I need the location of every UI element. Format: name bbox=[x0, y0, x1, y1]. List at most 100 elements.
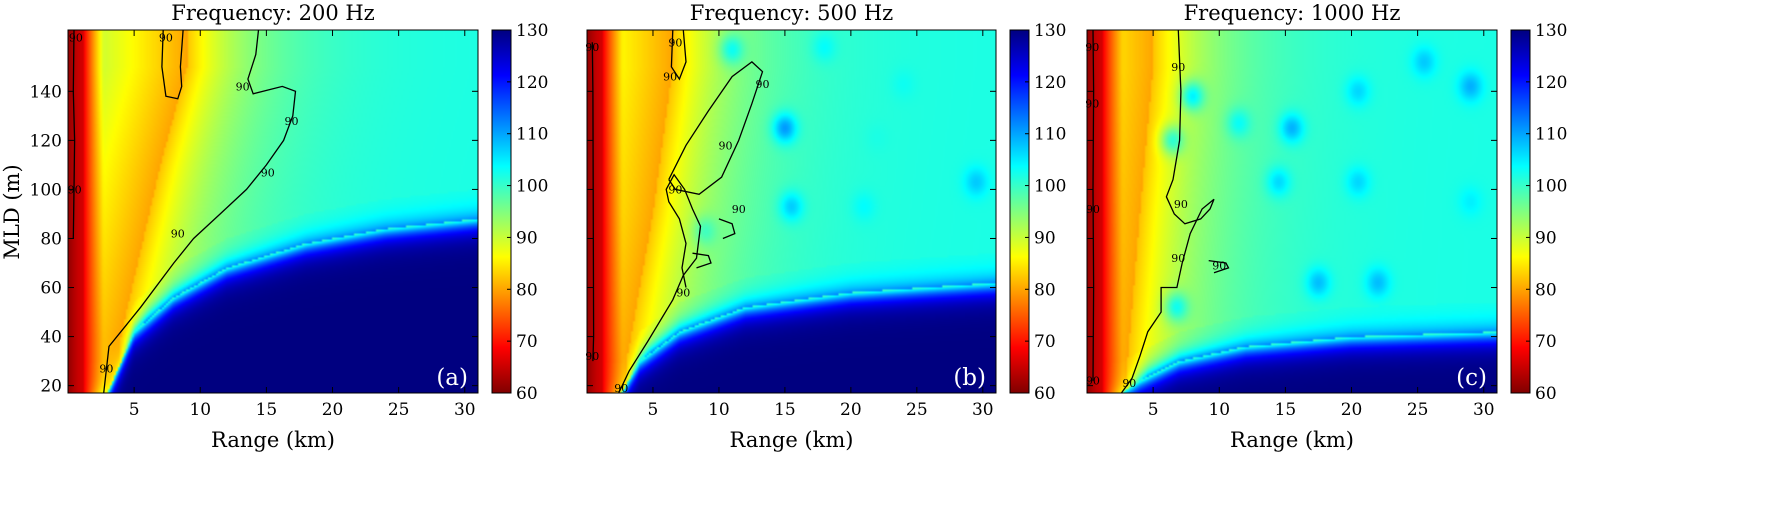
x-tick-label: 10 bbox=[1208, 400, 1230, 420]
x-tick-label: 10 bbox=[189, 400, 211, 420]
contour-label: 90 bbox=[285, 115, 299, 128]
x-tick-label: 15 bbox=[256, 400, 278, 420]
x-tick-label: 5 bbox=[1148, 400, 1159, 420]
x-tick-label: 15 bbox=[1275, 400, 1297, 420]
x-tick-label: 25 bbox=[906, 400, 928, 420]
contour-line-90 bbox=[161, 29, 184, 100]
colorbar-tick-label: 120 bbox=[1535, 73, 1567, 93]
contour-label: 90 bbox=[585, 41, 599, 54]
contour-line-90 bbox=[1208, 259, 1230, 274]
colorbar-tick-label: 100 bbox=[516, 177, 548, 197]
x-tick-label: 30 bbox=[972, 400, 994, 420]
panel-letter: (b) bbox=[953, 365, 986, 391]
contour-label: 90 bbox=[732, 203, 746, 216]
x-tick-label: 5 bbox=[648, 400, 659, 420]
y-tick-label: 40 bbox=[40, 328, 62, 348]
colorbar-tick-label: 110 bbox=[1535, 125, 1567, 145]
heatmap-image bbox=[1087, 30, 1497, 393]
heatmap-panel-1: 90 90 90 90 90 90 90 90 5 10 15 20 25 30 20 40 60 80 100 12… bbox=[30, 1, 549, 452]
contour-label: 90 bbox=[99, 362, 113, 375]
colorbar-tick-label: 130 bbox=[1535, 21, 1567, 41]
colorbar: 60 70 80 90 100 110 120 130 bbox=[1510, 21, 1567, 404]
plot-frame bbox=[586, 29, 997, 394]
colorbar-tick-label: 80 bbox=[516, 280, 538, 300]
contour-label: 90 bbox=[719, 139, 733, 152]
heatmap-image bbox=[587, 30, 996, 393]
contour-label: 90 bbox=[1122, 377, 1136, 390]
colorbar-tick-label: 120 bbox=[1034, 73, 1066, 93]
y-tick-label: 20 bbox=[40, 377, 62, 397]
colorbar-tick-label: 70 bbox=[1034, 332, 1056, 352]
panel-letter: (c) bbox=[1456, 365, 1487, 391]
x-tick-label: 25 bbox=[388, 400, 410, 420]
contour-label: 90 bbox=[1086, 203, 1100, 216]
contour-label: 90 bbox=[1174, 198, 1188, 211]
heatmap-panel-2: 90 90 90 90 90 90 90 90 90 90 5 10 15 20 25 30 Frequency… bbox=[585, 1, 1066, 452]
x-tick-label: 20 bbox=[840, 400, 862, 420]
y-tick-label: 100 bbox=[30, 180, 62, 200]
y-tick-label: 60 bbox=[40, 279, 62, 299]
contour-line-90 bbox=[591, 42, 595, 362]
y-tick-label: 120 bbox=[30, 131, 62, 151]
contour-label: 90 bbox=[171, 228, 185, 241]
contour-line-90 bbox=[618, 173, 702, 394]
contour-label: 90 bbox=[585, 350, 599, 363]
contour-label: 90 bbox=[1085, 98, 1099, 111]
colorbar-tick-label: 90 bbox=[516, 228, 538, 248]
contour-label: 90 bbox=[1212, 259, 1226, 272]
x-tick-label: 25 bbox=[1407, 400, 1429, 420]
x-tick-label: 30 bbox=[454, 400, 476, 420]
contour-label: 90 bbox=[69, 31, 83, 44]
colorbar-tick-label: 60 bbox=[1034, 384, 1056, 404]
colorbar-tick-label: 80 bbox=[1034, 280, 1056, 300]
x-axis-label: Range (km) bbox=[730, 428, 854, 452]
panel-title: Frequency: 1000 Hz bbox=[1184, 1, 1401, 25]
contour-label: 90 bbox=[236, 80, 250, 93]
colorbar-gradient bbox=[1009, 29, 1030, 394]
colorbar-tick-label: 60 bbox=[516, 384, 538, 404]
colorbar-gradient bbox=[1510, 29, 1531, 394]
contour-line-90 bbox=[72, 29, 76, 239]
plot-frame bbox=[67, 29, 479, 394]
x-tick-label: 15 bbox=[774, 400, 796, 420]
x-tick-label: 30 bbox=[1473, 400, 1495, 420]
contour-label: 90 bbox=[614, 382, 628, 395]
y-tick-label: 140 bbox=[30, 82, 62, 102]
colorbar-tick-label: 70 bbox=[516, 332, 538, 352]
colorbar-tick-label: 60 bbox=[1535, 384, 1557, 404]
x-axis-label: Range (km) bbox=[211, 428, 335, 452]
colorbar-tick-label: 110 bbox=[1034, 125, 1066, 145]
contour-label: 90 bbox=[676, 286, 690, 299]
contour-label: 90 bbox=[159, 31, 173, 44]
plot-frame bbox=[1086, 29, 1498, 394]
contour-line-90 bbox=[668, 61, 764, 195]
heatmap-panel-3: 90 90 90 90 90 90 90 90 90 5 10 15 20 25 30 Frequency: … bbox=[1085, 1, 1567, 452]
colorbar-tick-label: 90 bbox=[1535, 228, 1557, 248]
contour-label: 90 bbox=[668, 36, 682, 49]
x-tick-label: 20 bbox=[322, 400, 344, 420]
contour-line-90 bbox=[718, 218, 736, 240]
contour-label: 90 bbox=[261, 166, 275, 179]
colorbar-tick-label: 70 bbox=[1535, 332, 1557, 352]
colorbar-tick-label: 100 bbox=[1034, 177, 1066, 197]
heatmap-image bbox=[68, 30, 478, 393]
panel-title: Frequency: 500 Hz bbox=[690, 1, 893, 25]
contour-line-90 bbox=[670, 29, 687, 81]
x-tick-label: 10 bbox=[708, 400, 730, 420]
contour-label: 90 bbox=[668, 183, 682, 196]
colorbar-tick-label: 130 bbox=[516, 21, 548, 41]
contour-line-90 bbox=[103, 29, 297, 394]
contour-line-90 bbox=[1120, 29, 1215, 394]
contour-label: 90 bbox=[755, 78, 769, 91]
colorbar-tick-label: 80 bbox=[1535, 280, 1557, 300]
colorbar: 60 70 80 90 100 110 120 130 bbox=[1009, 21, 1066, 404]
contour-label: 90 bbox=[68, 183, 82, 196]
contour-label: 90 bbox=[663, 71, 677, 84]
colorbar-tick-label: 120 bbox=[516, 73, 548, 93]
contour-label: 90 bbox=[1171, 252, 1185, 265]
contour-label: 90 bbox=[1171, 61, 1185, 74]
x-tick-label: 5 bbox=[129, 400, 140, 420]
contour-label: 90 bbox=[1085, 41, 1099, 54]
panel-title: Frequency: 200 Hz bbox=[171, 1, 374, 25]
